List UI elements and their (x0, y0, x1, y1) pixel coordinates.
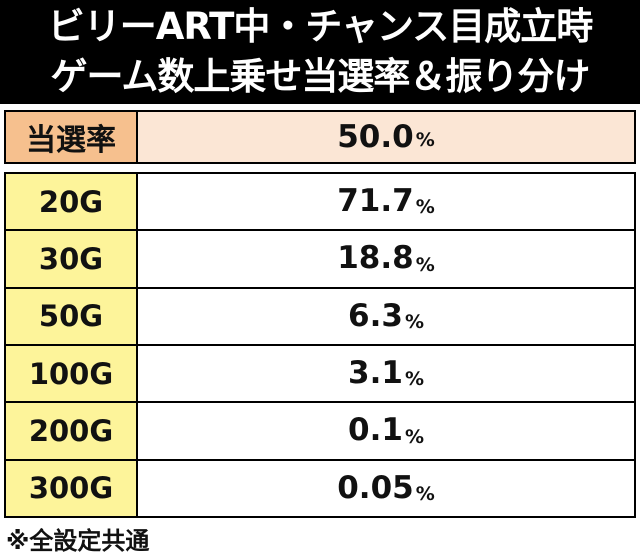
percent-value: 0.05 (337, 469, 414, 506)
percent-cell: 3.1% (138, 345, 634, 402)
table-row: 20G 71.7% (6, 174, 634, 232)
percent-cell: 6.3% (138, 288, 634, 344)
games-cell: 20G (6, 174, 138, 230)
games-cell: 30G (6, 231, 138, 287)
percent-unit: % (404, 310, 424, 333)
title-line-2: ゲーム数上乗せ当選率＆振り分け (50, 55, 591, 98)
table-row: 200G 0.1% (6, 403, 634, 461)
percent-unit: % (404, 368, 424, 391)
percent-cell: 0.05% (138, 460, 634, 516)
percent-unit: % (415, 253, 435, 276)
percent-cell: 18.8% (138, 231, 634, 287)
win-rate-value: 50.0 (337, 118, 414, 155)
games-cell: 100G (6, 345, 138, 402)
games-cell: 300G (6, 460, 138, 516)
table-row: 50G 6.3% (6, 288, 634, 346)
percent-unit: % (415, 482, 435, 505)
games-cell: 200G (6, 403, 138, 459)
distribution-table: 20G 71.7% 30G 18.8% 50G 6.3% 100G 3.1% 2… (4, 172, 636, 518)
percent-unit: % (415, 196, 435, 219)
table-row: 30G 18.8% (6, 231, 634, 289)
percent-value: 0.1 (348, 412, 403, 449)
percent-value: 6.3 (348, 297, 403, 334)
games-cell: 50G (6, 288, 138, 344)
table-row: 100G 3.1% (6, 345, 634, 404)
win-rate-row: 当選率 50.0% (4, 110, 636, 164)
percent-value: 3.1 (348, 355, 403, 392)
win-rate-value-cell: 50.0% (138, 112, 634, 162)
win-rate-unit: % (415, 129, 435, 151)
footnote: ※全設定共通 (6, 526, 150, 555)
title-line-1: ビリーART中・チャンス目成立時 (47, 5, 594, 48)
percent-cell: 71.7% (138, 174, 634, 230)
table-row: 300G 0.05% (6, 460, 634, 516)
win-rate-label: 当選率 (6, 112, 138, 162)
percent-value: 71.7 (337, 183, 414, 220)
percent-cell: 0.1% (138, 403, 634, 459)
page-title: ビリーART中・チャンス目成立時 ゲーム数上乗せ当選率＆振り分け (0, 0, 640, 104)
percent-unit: % (404, 425, 424, 448)
percent-value: 18.8 (337, 240, 414, 277)
